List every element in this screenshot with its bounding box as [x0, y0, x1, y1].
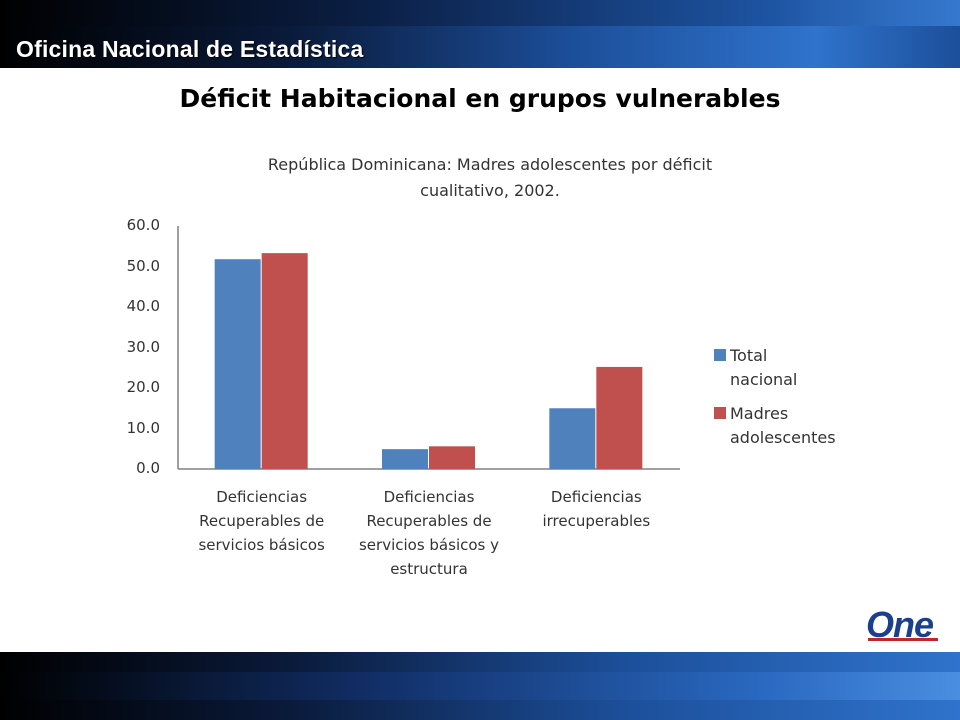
- x-category-line: Recuperables de: [199, 512, 325, 530]
- bar-series-0-cat-2: [549, 408, 596, 469]
- chart-title-line-2: cualitativo, 2002.: [420, 181, 560, 200]
- chart-title: República Dominicana: Madres adolescente…: [210, 152, 770, 204]
- header-title: Oficina Nacional de Estadística: [16, 36, 364, 62]
- x-category-label-1: Deficiencias Recuperables de servicios bás…: [344, 485, 514, 581]
- y-tick-label: 50.0: [126, 256, 160, 275]
- legend-item-madres: Madres adolescentes: [714, 402, 874, 450]
- footer-band: [0, 652, 960, 720]
- legend-label-total: Total nacional: [730, 344, 850, 392]
- x-category-line: Deficiencias: [550, 488, 642, 506]
- x-category-line: Deficiencias: [383, 488, 475, 506]
- bar-series-1-cat-1: [429, 446, 475, 469]
- x-category-label-2: Deficiencias irrecuperables: [511, 485, 681, 533]
- slide-title: Déficit Habitacional en grupos vulnerabl…: [179, 84, 781, 113]
- legend-swatch-madres: [714, 407, 726, 419]
- legend-label-madres: Madres adolescentes: [730, 402, 850, 450]
- x-category-line: servicios básicos y: [358, 536, 499, 554]
- y-tick-label: 40.0: [126, 297, 160, 315]
- x-category-label-0: Deficiencias Recuperables de servicios bás…: [177, 485, 347, 557]
- x-category-line: Recuperables de: [366, 512, 492, 530]
- bar-series-0-cat-1: [382, 449, 428, 469]
- legend-label-madres-2: adolescentes: [730, 428, 836, 447]
- y-tick-label: 60.0: [126, 216, 160, 234]
- legend-swatch-total: [714, 349, 726, 361]
- x-category-line: estructura: [390, 560, 468, 578]
- x-category-line: irrecuperables: [542, 512, 651, 530]
- chart-legend: Total nacional Madres adolescentes: [714, 344, 874, 460]
- bar-series-1-cat-0: [261, 253, 308, 469]
- chart-title-line-1: República Dominicana: Madres adolescente…: [267, 155, 713, 174]
- one-logo: One: [866, 604, 938, 646]
- y-tick-label: 20.0: [126, 378, 160, 396]
- legend-label-madres-1: Madres: [730, 404, 789, 423]
- x-category-line: Deficiencias: [216, 488, 308, 506]
- y-tick-label: 10.0: [126, 418, 160, 437]
- bar-series-0-cat-0: [214, 259, 261, 469]
- x-category-line: servicios básicos: [198, 536, 325, 554]
- legend-label-total-1: Total: [730, 346, 768, 365]
- y-tick-label: 30.0: [126, 337, 160, 356]
- bar-series-1-cat-2: [596, 366, 643, 469]
- legend-item-total: Total nacional: [714, 344, 874, 392]
- legend-label-total-2: nacional: [730, 370, 798, 389]
- header-band: [0, 0, 960, 68]
- y-tick-label: 0.0: [136, 459, 160, 477]
